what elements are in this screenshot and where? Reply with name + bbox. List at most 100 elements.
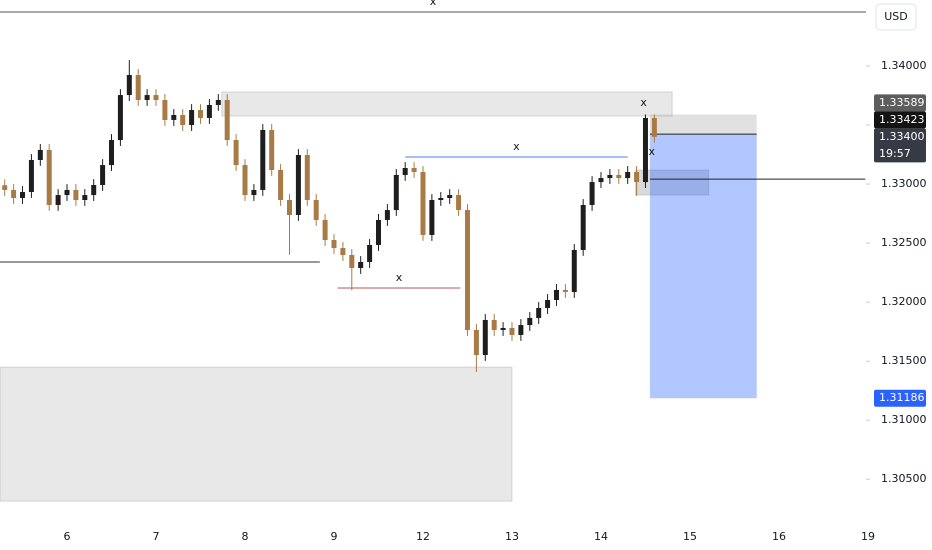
candle-body [482, 319, 488, 356]
y-tick-label: 1.30500 [881, 472, 927, 485]
candle-body [545, 300, 551, 309]
x-tick-label: 9 [330, 530, 337, 543]
countdown: 19:57 [879, 147, 911, 160]
candle-body [171, 114, 177, 120]
price-tag [874, 111, 926, 129]
candle-body [625, 172, 631, 179]
candle-body [651, 117, 657, 137]
candle-body [393, 174, 399, 211]
currency[interactable]: USD [884, 10, 908, 23]
candle-body [527, 317, 533, 326]
price-tag-label: 1.33400 [879, 130, 925, 143]
zone [221, 91, 673, 117]
candle-body [55, 195, 61, 205]
annotation: x [640, 96, 647, 109]
plot-area: x x x x x [0, 0, 866, 502]
candle-body [402, 168, 408, 175]
candle-body [233, 140, 239, 166]
candle-body [456, 195, 462, 211]
candle-body [616, 174, 622, 179]
x-tick-label: 16 [772, 530, 786, 543]
candle-body [2, 185, 8, 190]
candle-body [375, 219, 381, 245]
candle-body [260, 129, 266, 190]
candle-body [269, 129, 275, 171]
candle-body [518, 325, 524, 335]
candle-body [349, 255, 355, 269]
candle-body [331, 240, 337, 249]
candle-body [491, 319, 497, 330]
candle-body [429, 200, 435, 235]
candle-body [64, 189, 70, 196]
candle-body [304, 155, 310, 201]
candle-body [180, 114, 186, 126]
candle-body [358, 261, 364, 269]
candle-body [82, 195, 88, 201]
candle-body [11, 189, 17, 198]
candle-body [278, 170, 284, 201]
candle-body [28, 159, 34, 192]
candle-body [500, 327, 506, 330]
candle-body [536, 308, 542, 318]
candle-body [634, 172, 640, 183]
candle-body [553, 289, 559, 301]
candle-body [642, 117, 648, 183]
price-tag [874, 389, 926, 407]
price-tag-label: 1.31186 [879, 391, 925, 404]
candle-body [571, 249, 577, 292]
candle-body [340, 248, 346, 256]
candle-body [447, 195, 453, 198]
x-tick-label: 7 [153, 530, 160, 543]
candle-body [126, 74, 132, 96]
x-tick-label: 14 [594, 530, 608, 543]
candle-body [384, 210, 390, 220]
candle-body [206, 104, 212, 118]
axis-layer: 1.30500 1.31000 1.31500 1.32000 1.32500 1.330… [64, 59, 927, 543]
price-axis [866, 0, 932, 550]
candle-body [117, 95, 123, 141]
price-tag-label: 1.33589 [879, 96, 925, 109]
candle-body [322, 219, 328, 241]
candle-body [46, 149, 52, 205]
candle-body [562, 289, 568, 292]
x-tick-label: 13 [505, 530, 519, 543]
candle-body [473, 329, 479, 356]
candle-body [313, 200, 319, 220]
candle-body [198, 110, 204, 118]
target-zone [649, 134, 757, 399]
candle-body [37, 149, 43, 160]
candle-body [509, 327, 515, 335]
x-tick-label: 6 [64, 530, 71, 543]
candle-body [100, 165, 106, 186]
candle-body [464, 210, 470, 330]
candle-body [73, 189, 79, 201]
annotation: x [648, 145, 655, 158]
candle-body [438, 197, 444, 201]
level-label: x [513, 140, 520, 153]
candle-body [91, 185, 97, 196]
candle-body [153, 95, 159, 101]
stop-zone [649, 114, 757, 135]
candle-body [411, 168, 417, 173]
candle-body [420, 172, 426, 235]
candle-body [251, 189, 257, 196]
x-tick-label: 19 [861, 530, 875, 543]
candle-body [215, 100, 221, 105]
price-tag-label: 1.33423 [879, 113, 925, 126]
candle-body [580, 204, 586, 250]
candle-body [286, 200, 292, 215]
y-tick-label: 1.32000 [881, 295, 927, 308]
currency-button[interactable] [875, 3, 917, 31]
candle-body [144, 95, 150, 101]
candle-body [162, 100, 168, 120]
level-label: x [396, 271, 403, 284]
candle-body [20, 191, 26, 198]
candle-body [589, 182, 595, 205]
x-tick-label: 15 [683, 530, 697, 543]
price-tag [874, 128, 926, 163]
candle-body [607, 174, 613, 179]
y-tick-label: 1.32500 [881, 236, 927, 249]
y-tick-label: 1.31500 [881, 354, 927, 367]
candle-body [109, 140, 115, 166]
